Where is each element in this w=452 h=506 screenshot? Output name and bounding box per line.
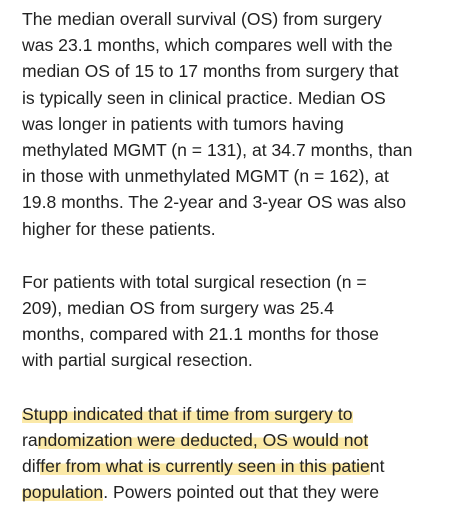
body-text: is typically seen in clinical practice. … xyxy=(22,87,386,108)
body-text: nt xyxy=(369,456,385,477)
text-line: was 23.1 months, which compares well wit… xyxy=(22,32,452,58)
text-line: The median overall survival (OS) from su… xyxy=(22,6,452,32)
body-text: 209), median OS from surgery was 25.4 xyxy=(22,298,334,319)
text-line: higher for these patients. xyxy=(22,216,452,242)
highlighted-text[interactable]: Stupp indicated that if time from surger… xyxy=(22,403,353,424)
paragraph: Stupp indicated that if time from surger… xyxy=(22,401,452,506)
text-line: median OS of 15 to 17 months from surger… xyxy=(22,58,452,84)
body-text: The median overall survival (OS) from su… xyxy=(22,9,382,29)
paragraph-gap xyxy=(22,242,452,269)
text-line: months, compared with 21.1 months for th… xyxy=(22,321,452,347)
paragraph: The median overall survival (OS) from su… xyxy=(22,6,452,242)
body-text: methylated MGMT (n = 131), at 34.7 month… xyxy=(22,139,413,160)
body-text: was 23.1 months, which compares well wit… xyxy=(22,35,393,56)
text-line: randomization were deducted, OS would no… xyxy=(22,427,452,453)
body-text: For patients with total surgical resecti… xyxy=(22,271,367,292)
body-text: . Powers pointed out that they were xyxy=(103,482,379,503)
body-text: median OS of 15 to 17 months from surger… xyxy=(22,61,399,82)
highlighted-text[interactable]: ndomization were deducted, OS would not xyxy=(37,430,369,450)
text-line: with partial surgical resection. xyxy=(22,347,452,373)
text-line: was longer in patients with tumors havin… xyxy=(22,111,452,137)
text-line: For patients with total surgical resecti… xyxy=(22,269,452,295)
body-text: was longer in patients with tumors havin… xyxy=(22,113,344,134)
text-line: in those with unmethylated MGMT (n = 162… xyxy=(22,163,452,189)
highlighted-text[interactable]: population xyxy=(22,482,104,503)
article-body: The median overall survival (OS) from su… xyxy=(22,6,452,506)
highlighted-text[interactable]: fer from what is currently seen in this … xyxy=(40,456,370,477)
text-line: 209), median OS from surgery was 25.4 xyxy=(22,295,452,321)
text-line: 19.8 months. The 2-year and 3-year OS wa… xyxy=(22,189,452,215)
body-text: ra xyxy=(22,430,38,450)
body-text: higher for these patients. xyxy=(22,218,216,239)
body-text: months, compared with 21.1 months for th… xyxy=(22,324,379,345)
text-line: Stupp indicated that if time from surger… xyxy=(22,401,452,427)
text-line: differ from what is currently seen in th… xyxy=(22,453,452,479)
paragraph-gap xyxy=(22,374,452,401)
text-line: population. Powers pointed out that they… xyxy=(22,479,452,505)
text-line: methylated MGMT (n = 131), at 34.7 month… xyxy=(22,137,452,163)
text-line: is typically seen in clinical practice. … xyxy=(22,85,452,111)
body-text: with partial surgical resection. xyxy=(22,350,253,371)
body-text: 19.8 months. The 2-year and 3-year OS wa… xyxy=(22,192,407,213)
body-text: dif xyxy=(22,456,41,477)
paragraph: For patients with total surgical resecti… xyxy=(22,269,452,374)
body-text: in those with unmethylated MGMT (n = 162… xyxy=(22,166,389,187)
